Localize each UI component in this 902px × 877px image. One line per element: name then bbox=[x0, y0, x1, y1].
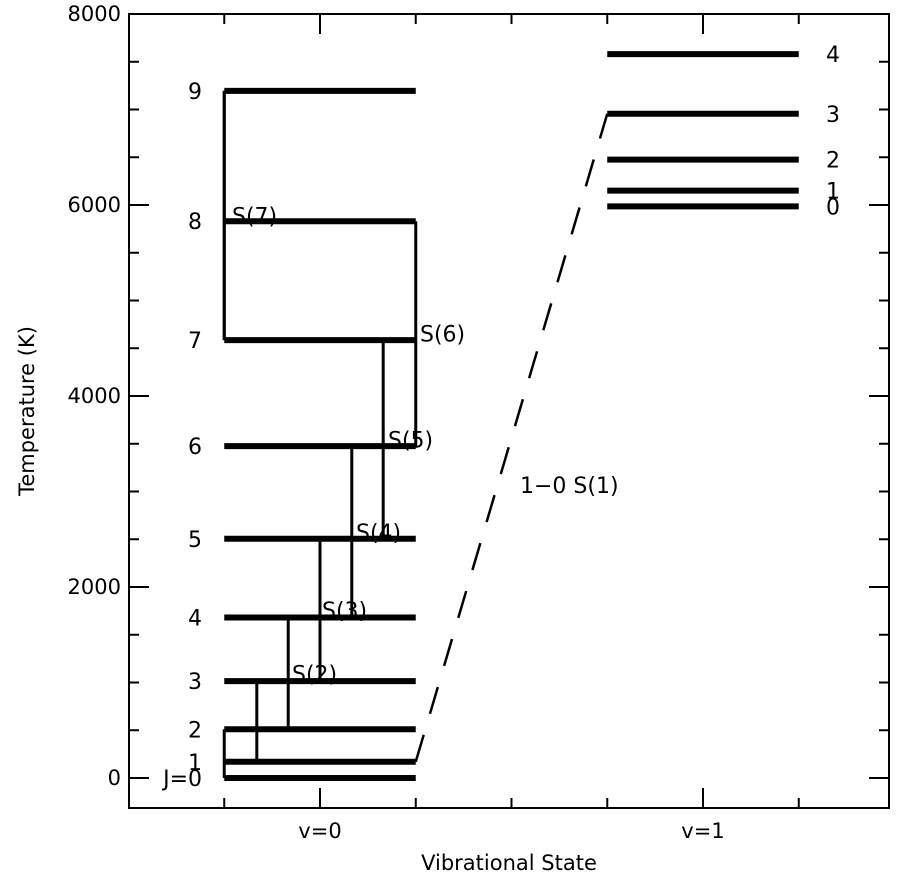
v0-level-label: 7 bbox=[188, 329, 202, 354]
axis-ticks bbox=[129, 13, 889, 808]
v0-level-label: 9 bbox=[188, 80, 202, 105]
v1-level-label: 4 bbox=[826, 43, 840, 68]
v0-level-label: 5 bbox=[188, 528, 202, 553]
v1-level-label: 3 bbox=[826, 103, 840, 128]
y-tick-label: 4000 bbox=[68, 384, 121, 408]
transition-label: S(7) bbox=[232, 205, 277, 230]
y-axis-title: Temperature (K) bbox=[15, 326, 39, 497]
x-tick-label: v=1 bbox=[681, 819, 724, 843]
v0-level-label: 8 bbox=[188, 210, 202, 235]
transition-label: S(5) bbox=[388, 428, 433, 453]
y-tick-label: 2000 bbox=[68, 575, 121, 599]
transition-label: S(4) bbox=[356, 521, 401, 546]
vibrational-transition-line bbox=[414, 113, 609, 763]
y-tick-label: 8000 bbox=[68, 2, 121, 26]
x-tick-label: v=0 bbox=[298, 819, 341, 843]
y-tick-labels: 0 2000 4000 6000 8000 bbox=[68, 2, 121, 790]
v0-level-label: J=0 bbox=[161, 767, 202, 792]
y-tick-label: 0 bbox=[108, 766, 121, 790]
x-tick-labels: v=0 v=1 bbox=[298, 819, 724, 843]
transition-labels: S(2) S(3) S(4) S(5) S(6) S(7) 1−0 S(1) bbox=[232, 205, 619, 688]
energy-levels bbox=[224, 51, 799, 781]
v0-level-label: 2 bbox=[188, 718, 202, 743]
v1-level-label: 1 bbox=[826, 180, 840, 205]
v0-level-label: 6 bbox=[188, 435, 202, 460]
v0-level-label: 4 bbox=[188, 607, 202, 632]
plot-frame bbox=[128, 13, 890, 809]
transition-label: S(3) bbox=[322, 599, 367, 624]
v0-level-label: 3 bbox=[188, 670, 202, 695]
transition-lines bbox=[222, 90, 609, 778]
v1-level-label: 2 bbox=[826, 149, 840, 174]
vibrational-transition-label: 1−0 S(1) bbox=[520, 474, 619, 499]
transition-label: S(2) bbox=[292, 662, 337, 687]
transition-label: S(6) bbox=[420, 323, 465, 348]
x-axis-title: Vibrational State bbox=[421, 851, 597, 875]
v0-level-label: 1 bbox=[188, 751, 202, 776]
y-tick-label: 6000 bbox=[68, 193, 121, 217]
v1-level-label: 0 bbox=[826, 195, 840, 220]
